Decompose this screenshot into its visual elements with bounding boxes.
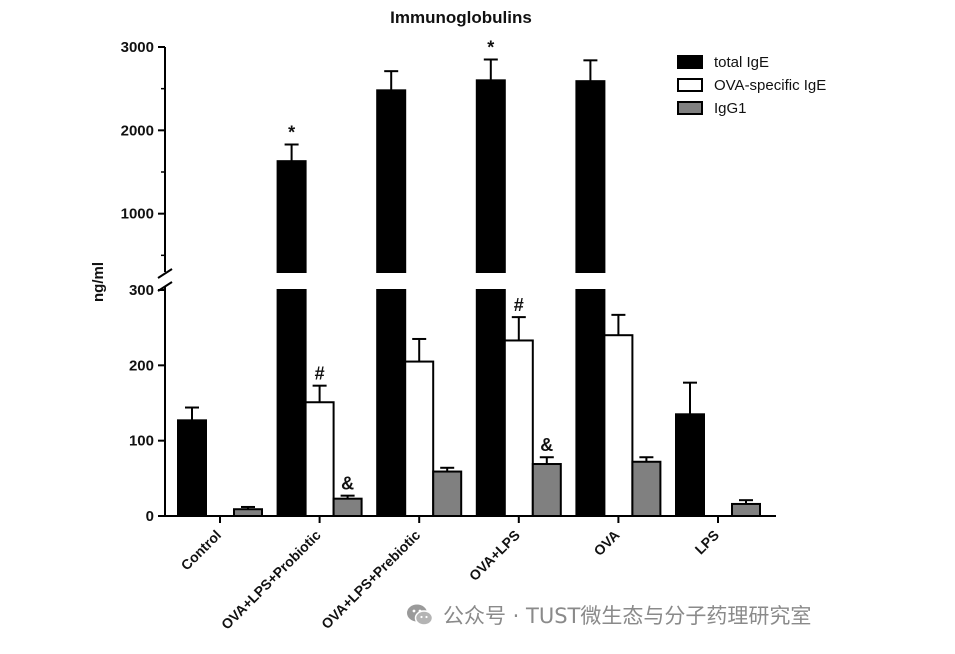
watermark: 公众号 · TUST微生态与分子药理研究室 bbox=[405, 598, 811, 632]
significance-marker: & bbox=[540, 435, 553, 455]
y-tick-label: 200 bbox=[129, 357, 154, 374]
y-tick-label: 0 bbox=[146, 508, 154, 525]
y-tick-label: 1000 bbox=[121, 206, 154, 223]
bar bbox=[404, 360, 435, 518]
y-axis-label: ng/ml bbox=[90, 262, 107, 302]
x-tick-label: Control bbox=[178, 527, 225, 574]
bar bbox=[631, 460, 662, 518]
bar bbox=[276, 160, 307, 274]
legend-swatch bbox=[677, 55, 703, 69]
bar bbox=[731, 502, 761, 517]
y-tick-label: 100 bbox=[129, 433, 154, 450]
x-tick-label: LPS bbox=[692, 527, 723, 558]
bar bbox=[376, 289, 407, 517]
wechat-icon bbox=[407, 604, 434, 626]
x-tick-label: OVA+LPS+Probiotic bbox=[218, 527, 324, 633]
legend-swatch bbox=[677, 101, 703, 115]
legend-label: OVA-specific IgE bbox=[714, 77, 826, 94]
significance-marker: * bbox=[288, 123, 295, 143]
y-tick-label: 3000 bbox=[121, 39, 154, 56]
plot-area: * * # # & & bbox=[177, 38, 761, 518]
bar bbox=[276, 289, 307, 517]
watermark-text: 公众号 · TUST微生态与分子药理研究室 bbox=[443, 604, 812, 628]
bar bbox=[432, 470, 463, 518]
bar bbox=[475, 289, 506, 517]
legend-swatch bbox=[677, 78, 703, 92]
bar bbox=[675, 413, 705, 517]
bar bbox=[332, 497, 363, 518]
bar bbox=[304, 401, 335, 518]
chart-title: Immunoglobulins bbox=[390, 8, 532, 27]
legend: total IgE OVA-specific IgE IgG1 bbox=[677, 54, 826, 117]
bar bbox=[603, 334, 634, 518]
x-tick-label: OVA+LPS bbox=[466, 527, 523, 584]
significance-marker: * bbox=[487, 38, 494, 58]
bar bbox=[177, 419, 207, 517]
axis-break-mark bbox=[157, 268, 173, 279]
axes: 0 100 200 300 1000 2000 3000 ControlOVA+LPS+Pro… bbox=[121, 39, 776, 633]
bar bbox=[233, 508, 263, 518]
bar bbox=[475, 79, 506, 274]
bar bbox=[575, 289, 606, 517]
significance-marker: # bbox=[315, 364, 325, 384]
significance-marker: & bbox=[341, 474, 354, 494]
legend-label: IgG1 bbox=[714, 100, 747, 117]
x-tick-label: OVA bbox=[590, 527, 622, 559]
bar bbox=[503, 339, 534, 517]
bar bbox=[531, 463, 562, 517]
y-tick-label: 2000 bbox=[121, 122, 154, 139]
y-tick-label: 300 bbox=[129, 282, 154, 299]
bar bbox=[376, 89, 407, 274]
legend-label: total IgE bbox=[714, 54, 769, 71]
significance-marker: # bbox=[514, 295, 524, 315]
bar bbox=[575, 80, 606, 273]
